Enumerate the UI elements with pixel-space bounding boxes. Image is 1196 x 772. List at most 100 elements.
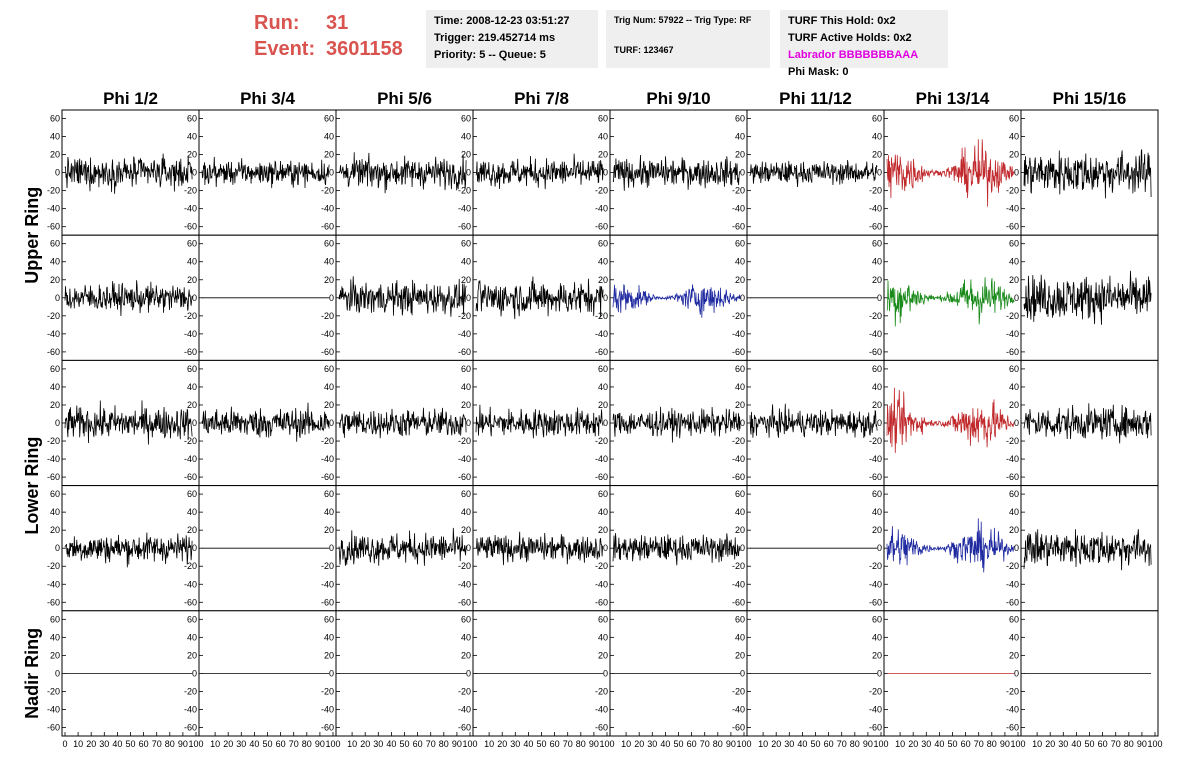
y-tick-label: -20: [184, 186, 197, 196]
x-tick-label: 90: [1000, 739, 1010, 749]
y-tick-label: -20: [47, 561, 60, 571]
y-tick-label: 0: [55, 168, 60, 178]
y-tick-label: 20: [735, 275, 745, 285]
y-tick-label: 0: [877, 543, 882, 553]
y-tick-label: -20: [1006, 561, 1019, 571]
x-tick-label: 10: [758, 739, 768, 749]
y-tick-label: 0: [740, 418, 745, 428]
x-tick-label: 60: [139, 739, 149, 749]
y-tick-label: -20: [595, 186, 608, 196]
y-tick-label: 20: [50, 650, 60, 660]
waveform-series: [612, 284, 741, 318]
x-tick-label: 50: [536, 739, 546, 749]
y-tick-label: 40: [872, 632, 882, 642]
y-tick-label: 20: [598, 400, 608, 410]
x-tick-label: 90: [1137, 739, 1147, 749]
waveform-series: [1023, 529, 1152, 571]
x-tick-label: 90: [452, 739, 462, 749]
y-tick-label: 60: [461, 614, 471, 624]
y-tick-label: -20: [458, 561, 471, 571]
y-tick-label: -20: [595, 561, 608, 571]
y-tick-label: -40: [184, 329, 197, 339]
y-tick-label: -20: [732, 561, 745, 571]
x-tick-label: 90: [863, 739, 873, 749]
y-tick-label: 60: [735, 489, 745, 499]
y-tick-label: 40: [50, 382, 60, 392]
x-tick-label: 30: [784, 739, 794, 749]
y-tick-label: 20: [735, 150, 745, 160]
y-tick-label: -60: [732, 722, 745, 732]
waveform-series: [338, 152, 467, 194]
y-tick-label: -40: [595, 579, 608, 589]
y-tick-label: 0: [192, 293, 197, 303]
y-tick-label: -20: [869, 686, 882, 696]
y-tick-label: 0: [192, 418, 197, 428]
column-title: Phi 5/6: [377, 89, 432, 108]
column-title: Phi 9/10: [646, 89, 710, 108]
y-tick-label: -20: [47, 686, 60, 696]
y-tick-label: 20: [1009, 275, 1019, 285]
y-tick-label: -40: [595, 454, 608, 464]
x-tick-label: 50: [125, 739, 135, 749]
y-tick-label: -60: [321, 722, 334, 732]
y-tick-label: 60: [187, 614, 197, 624]
y-tick-label: 40: [872, 382, 882, 392]
y-tick-label: -20: [184, 561, 197, 571]
y-tick-label: -60: [1006, 597, 1019, 607]
y-tick-label: 0: [877, 293, 882, 303]
y-tick-label: -40: [184, 204, 197, 214]
x-tick-label: 70: [837, 739, 847, 749]
x-tick-label: 70: [289, 739, 299, 749]
x-tick-label: 70: [1111, 739, 1121, 749]
y-tick-label: -20: [458, 436, 471, 446]
x-tick-label: 100: [1147, 739, 1162, 749]
x-tick-label: 20: [1045, 739, 1055, 749]
x-tick-label: 10: [73, 739, 83, 749]
y-tick-label: -60: [184, 597, 197, 607]
waveform-series: [1023, 403, 1152, 444]
waveform-series: [749, 159, 878, 188]
x-tick-label: 40: [660, 739, 670, 749]
y-tick-label: 0: [1014, 293, 1019, 303]
waveform-series: [612, 533, 741, 566]
y-tick-label: -60: [595, 472, 608, 482]
waveform-series: [64, 280, 193, 317]
y-tick-label: 20: [872, 275, 882, 285]
x-tick-label: 20: [497, 739, 507, 749]
y-tick-label: -20: [732, 686, 745, 696]
y-tick-label: -20: [869, 311, 882, 321]
x-tick-label: 100: [325, 739, 340, 749]
y-tick-label: -60: [732, 222, 745, 232]
y-tick-label: 40: [1009, 382, 1019, 392]
x-tick-label: 10: [621, 739, 631, 749]
y-tick-label: -60: [458, 722, 471, 732]
y-tick-label: -60: [321, 222, 334, 232]
y-tick-label: -40: [869, 204, 882, 214]
y-tick-label: 0: [603, 293, 608, 303]
waveform-series: [338, 527, 467, 566]
y-tick-label: -40: [1006, 454, 1019, 464]
x-tick-label: 80: [713, 739, 723, 749]
x-tick-label: 30: [1058, 739, 1068, 749]
y-tick-label: 0: [329, 293, 334, 303]
y-tick-label: 60: [872, 114, 882, 124]
x-tick-label: 60: [413, 739, 423, 749]
x-tick-label: 80: [850, 739, 860, 749]
y-tick-label: 40: [187, 132, 197, 142]
column-title: Phi 3/4: [240, 89, 295, 108]
x-tick-label: 60: [1098, 739, 1108, 749]
y-tick-label: 40: [598, 507, 608, 517]
x-tick-label: 90: [589, 739, 599, 749]
y-tick-label: 40: [461, 132, 471, 142]
y-tick-label: 20: [735, 525, 745, 535]
y-tick-label: -60: [47, 722, 60, 732]
y-tick-label: -20: [321, 561, 334, 571]
y-tick-label: 40: [1009, 507, 1019, 517]
y-tick-label: -60: [732, 597, 745, 607]
y-tick-label: 20: [324, 150, 334, 160]
y-tick-label: -60: [869, 597, 882, 607]
y-tick-label: -40: [47, 579, 60, 589]
labrador-text: Labrador BBBBBBBAAA: [788, 49, 919, 61]
ring-title: Nadir Ring: [22, 628, 42, 719]
run-value: 31: [326, 12, 349, 34]
